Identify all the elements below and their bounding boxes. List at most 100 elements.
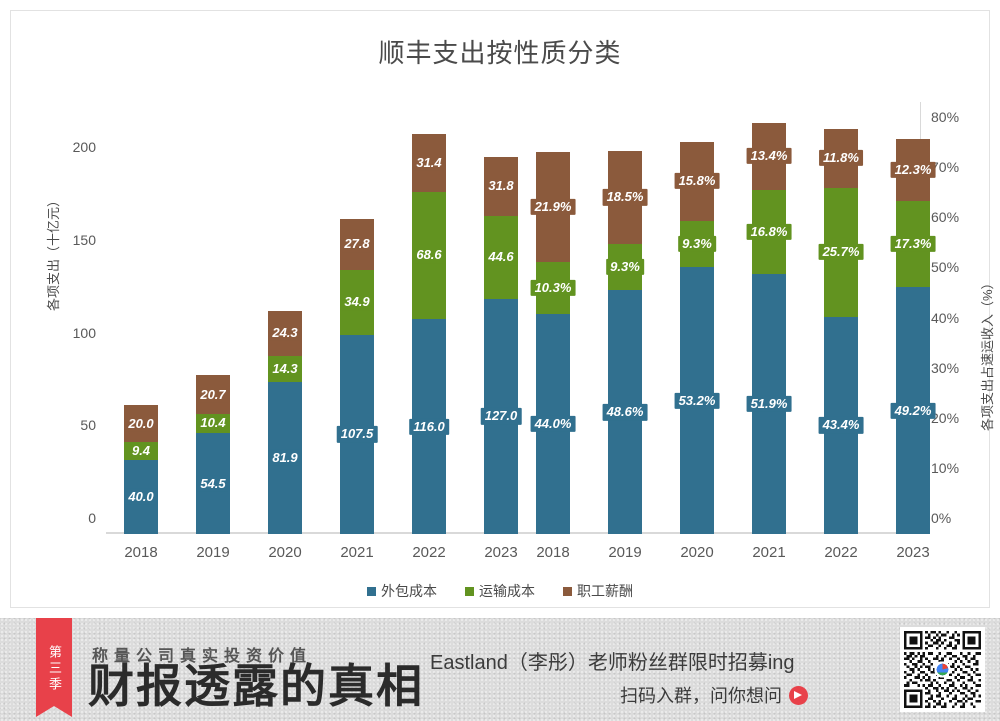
bar-segment[interactable]: 11.8%: [819, 128, 863, 188]
bar-value-label: 24.3: [268, 325, 302, 342]
bar-segment[interactable]: 17.3%: [890, 200, 936, 288]
y-axis-right-tick: 40%: [931, 309, 960, 326]
bar-segment[interactable]: 9.3%: [678, 220, 716, 268]
arrow-right-icon[interactable]: [789, 685, 808, 705]
bar-segment[interactable]: 27.8: [340, 218, 374, 271]
bar-segment[interactable]: 44.0%: [530, 313, 576, 534]
legend-item[interactable]: 外包成本: [367, 581, 437, 601]
y-axis-left-tick: 50: [80, 417, 96, 434]
bar-group[interactable]: 116.0 68.6 31.4 2022: [409, 104, 449, 561]
legend-swatch-icon: [465, 586, 474, 596]
y-axis-right-tick: 20%: [931, 409, 960, 426]
bar-value-label: 18.5%: [602, 189, 648, 206]
y-axis-right-tick: 80%: [931, 109, 960, 126]
legend-swatch-icon: [367, 586, 376, 596]
bar-value-label: 44.6: [484, 249, 518, 266]
x-axis-tick-label: 2022: [824, 544, 858, 561]
legend-label: 外包成本: [381, 583, 437, 599]
bar-group[interactable]: 44.0% 10.3% 21.9% 2018: [530, 104, 576, 561]
bar-segment[interactable]: 54.5: [196, 433, 230, 534]
bar-segment[interactable]: 31.8: [484, 157, 518, 216]
x-axis-tick-label: 2018: [536, 544, 570, 561]
x-axis-tick-label: 2020: [268, 544, 302, 561]
brand-tagline: 称量公司真实投资价值: [92, 648, 313, 665]
bar-group[interactable]: 127.0 44.6 31.8 2023: [480, 104, 522, 561]
bar-value-label: 54.5: [196, 475, 230, 492]
bar-segment[interactable]: 15.8%: [674, 141, 720, 221]
bar-group[interactable]: 107.5 34.9 27.8 2021: [336, 104, 378, 561]
bar-segment[interactable]: 24.3: [268, 310, 302, 356]
bar-segment[interactable]: 48.6%: [602, 290, 648, 534]
bar-group[interactable]: 43.4% 25.7% 11.8% 2022: [818, 104, 864, 561]
season-ribbon: 第三季: [36, 618, 72, 717]
x-axis-tick-label: 2023: [484, 544, 518, 561]
legend-label: 职工薪酬: [577, 583, 633, 599]
bar-segment[interactable]: 68.6: [412, 191, 446, 319]
brand-title: 财报透露的真相: [88, 659, 424, 713]
bar-segment[interactable]: 16.8%: [746, 189, 792, 274]
legend-item[interactable]: 运输成本: [465, 581, 535, 601]
bar-group[interactable]: 81.9 14.3 24.3 2020: [268, 104, 302, 561]
bar-value-label: 81.9: [268, 449, 302, 467]
x-axis-tick-label: 2021: [752, 544, 786, 561]
y-axis-right-tick: 60%: [931, 209, 960, 226]
chart-legend: 外包成本 运输成本 职工薪酬: [11, 581, 989, 601]
y-axis-left-tick: 150: [72, 231, 96, 248]
bar-value-label: 20.7: [196, 386, 230, 403]
qr-code-icon[interactable]: [900, 627, 985, 712]
bar-value-label: 17.3%: [890, 235, 936, 253]
bar-segment[interactable]: 9.3%: [606, 243, 644, 291]
y-axis-right-tick: 30%: [931, 359, 960, 376]
bar-segment[interactable]: 10.3%: [530, 261, 576, 314]
y-axis-left-tick: 100: [72, 324, 96, 341]
x-axis-tick-label: 2020: [680, 544, 714, 561]
bar-segment[interactable]: 44.6: [484, 215, 518, 299]
bar-segment[interactable]: 34.9: [340, 270, 374, 335]
bar-value-label: 51.9%: [746, 395, 792, 413]
legend-item[interactable]: 职工薪酬: [563, 581, 633, 601]
bar-segment[interactable]: 21.9%: [530, 152, 576, 262]
bar-group[interactable]: 53.2% 9.3% 15.8% 2020: [674, 104, 720, 561]
y-axis-right-tick: 70%: [931, 159, 960, 176]
bar-segment[interactable]: 43.4%: [818, 316, 864, 534]
bar-segment[interactable]: 13.4%: [746, 122, 792, 190]
bar-segment[interactable]: 14.3: [268, 355, 302, 383]
bar-group[interactable]: 48.6% 9.3% 18.5% 2019: [602, 104, 648, 561]
legend-label: 运输成本: [479, 583, 535, 599]
bar-segment[interactable]: 127.0: [480, 298, 522, 534]
bar-segment[interactable]: 107.5: [336, 334, 378, 534]
bar-segment[interactable]: 53.2%: [674, 267, 720, 534]
bar-segment[interactable]: 49.2%: [890, 287, 936, 534]
bar-segment[interactable]: 40.0: [124, 459, 158, 534]
bar-segment[interactable]: 116.0: [409, 319, 449, 534]
bar-group[interactable]: 40.0 9.4 20.0 2018: [124, 104, 158, 561]
bar-segment[interactable]: 51.9%: [746, 273, 792, 534]
bar-group[interactable]: 49.2% 17.3% 12.3% 2023: [890, 104, 936, 561]
bar-value-label: 16.8%: [746, 223, 792, 240]
x-axis-tick-label: 2019: [608, 544, 642, 561]
y-axis-right-tick: 10%: [931, 459, 960, 476]
bar-segment[interactable]: 20.7: [196, 375, 230, 414]
chart-card: 顺丰支出按性质分类 各项支出（十亿元） 各项支出占速运收入（%） 0 50 100 1…: [10, 10, 995, 608]
bar-segment[interactable]: 31.4: [412, 133, 446, 192]
x-axis-tick-label: 2018: [124, 544, 158, 561]
bar-segment[interactable]: 9.4: [124, 442, 158, 460]
bar-segment[interactable]: 25.7%: [818, 187, 864, 317]
bar-segment[interactable]: 12.3%: [890, 139, 936, 201]
y-axis-right-label: 各项支出占速运收入（%）: [980, 276, 995, 431]
bar-segment[interactable]: 10.4: [196, 413, 230, 433]
bar-value-label: 9.3%: [606, 258, 644, 276]
chart-title: 顺丰支出按性质分类: [378, 38, 622, 68]
bar-group[interactable]: 54.5 10.4 20.7 2019: [196, 104, 230, 561]
bar-value-label: 127.0: [480, 408, 522, 425]
y-axis-left-tick: 0: [88, 510, 96, 526]
bar-segment[interactable]: 18.5%: [602, 151, 648, 244]
bar-segment[interactable]: 81.9: [268, 382, 302, 534]
bar-value-label: 11.8%: [819, 149, 863, 167]
bar-segment[interactable]: 20.0: [124, 405, 158, 443]
bar-value-label: 27.8: [340, 236, 374, 253]
bar-group[interactable]: 51.9% 16.8% 13.4% 2021: [746, 104, 792, 561]
bar-value-label: 20.0: [124, 415, 158, 433]
bar-value-label: 48.6%: [602, 404, 648, 421]
